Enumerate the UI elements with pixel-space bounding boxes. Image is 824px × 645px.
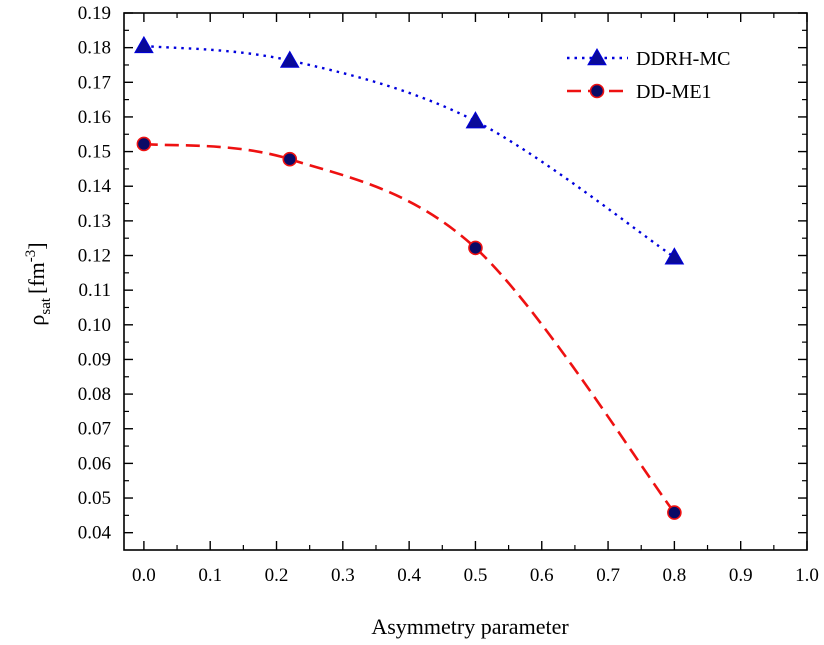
x-tick-label: 0.8: [663, 565, 687, 586]
x-tick-label: 0.5: [464, 565, 488, 586]
data-point-dd-me1: [282, 151, 298, 167]
y-tick-label: 0.04: [78, 523, 112, 544]
x-tick-label: 0.1: [198, 565, 222, 586]
y-axis-title: ρsat [fm-3]: [23, 242, 54, 325]
y-tick-label: 0.12: [78, 246, 111, 267]
x-tick-label: 0.9: [729, 565, 753, 586]
legend-label-ddrh-mc: DDRH-MC: [636, 48, 730, 70]
y-tick-label: 0.17: [78, 72, 111, 93]
y-tick-label: 0.13: [78, 211, 111, 232]
data-point-ddrh-mc: [134, 35, 154, 54]
x-tick-label: 0.4: [397, 565, 421, 586]
legend-marker-ddrh-mc: [587, 47, 607, 66]
y-tick-label: 0.10: [78, 315, 111, 336]
legend-item-ddrh-mc: DDRH-MC: [567, 47, 730, 70]
y-tick-label: 0.05: [78, 488, 111, 509]
y-tick-label: 0.14: [78, 176, 112, 197]
legend: DDRH-MC DD-ME1: [567, 47, 730, 103]
y-axis-title-bracket: ]: [24, 242, 49, 249]
y-tick-label: 0.11: [78, 280, 111, 301]
y-tick-label: 0.15: [78, 142, 111, 163]
data-point-ddrh-mc: [465, 111, 486, 129]
series-line-dd-me1: [143, 142, 676, 514]
y-tick-label: 0.07: [78, 419, 111, 440]
plot-frame: [123, 12, 808, 551]
data-point-dd-me1: [667, 505, 682, 520]
y-axis-ticks: 0.04 0.05 0.06 0.07 0.08 0.09 0.10 0.11 0.12 0.13…: [78, 3, 807, 544]
x-tick-label: 1.0: [795, 565, 819, 586]
y-tick-label: 0.19: [78, 3, 111, 24]
y-axis-title-symbol: ρ: [24, 315, 49, 326]
x-tick-label: 0.3: [331, 565, 355, 586]
x-tick-label: 0.7: [596, 565, 620, 586]
x-tick-label: 0.0: [132, 565, 156, 586]
x-tick-label: 0.2: [265, 565, 289, 586]
series-line-ddrh-mc: [143, 44, 676, 259]
data-point-dd-me1: [136, 136, 152, 152]
y-tick-label: 0.06: [78, 453, 111, 474]
y-tick-label: 0.16: [78, 107, 111, 128]
data-point-dd-me1: [468, 240, 483, 256]
y-axis-title-subscript: sat: [38, 297, 54, 314]
x-axis-title: Asymmetry parameter: [371, 614, 569, 639]
y-axis-title-superscript: -3: [23, 250, 39, 263]
legend-marker-dd-me1: [589, 83, 605, 99]
x-axis-ticks: 0.0 0.1 0.2 0.3 0.4 0.5 0.6 0.7 0.8 0.9 1.0: [132, 13, 819, 586]
legend-label-dd-me1: DD-ME1: [636, 81, 712, 103]
series-ddrh-mc: [134, 35, 685, 265]
data-point-ddrh-mc: [279, 50, 300, 68]
series-layer: [134, 35, 685, 520]
y-axis-title-unit: [fm: [24, 262, 49, 294]
data-point-ddrh-mc: [664, 247, 685, 265]
x-tick-label: 0.6: [530, 565, 554, 586]
y-tick-label: 0.09: [78, 349, 111, 370]
legend-item-dd-me1: DD-ME1: [567, 81, 712, 103]
series-dd-me1: [136, 136, 682, 520]
y-tick-label: 0.18: [78, 38, 111, 59]
y-tick-label: 0.08: [78, 384, 111, 405]
